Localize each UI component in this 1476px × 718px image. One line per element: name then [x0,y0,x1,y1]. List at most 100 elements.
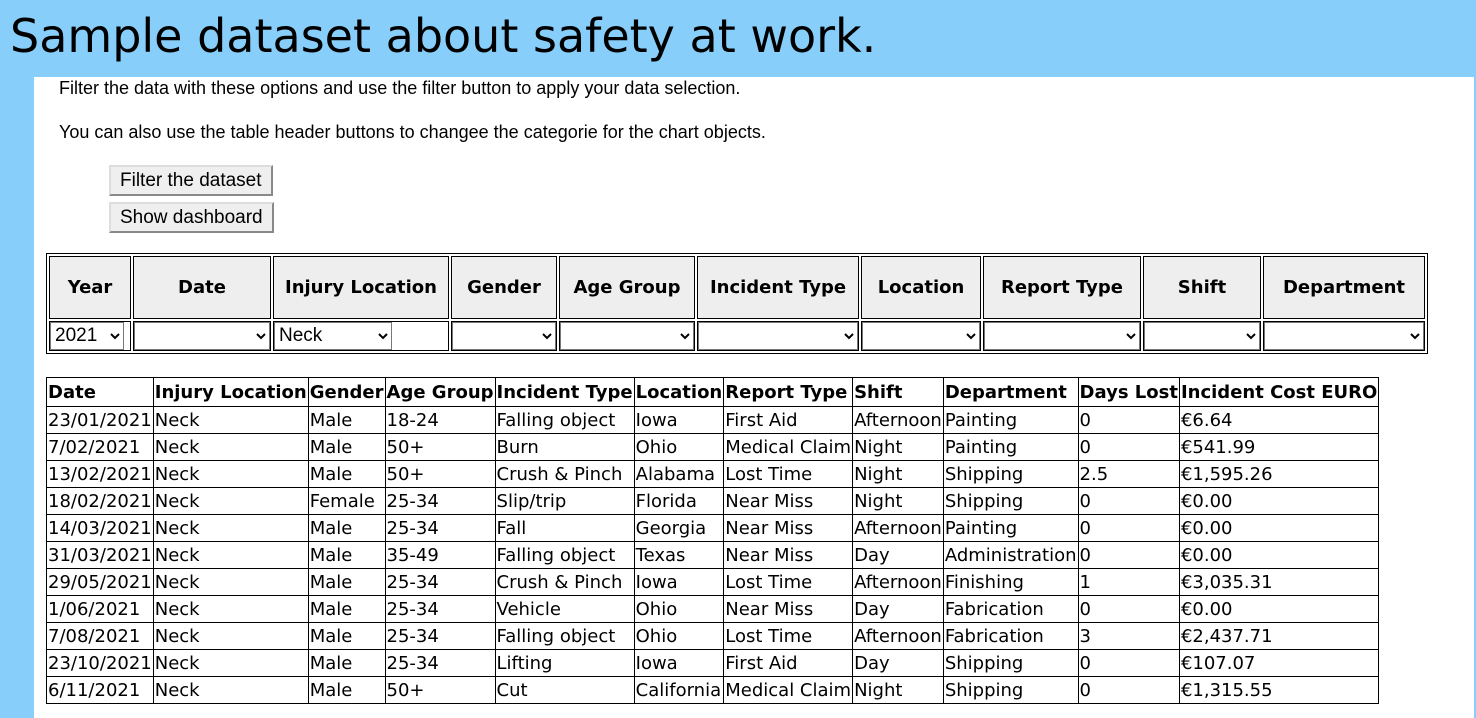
column-header-report-type: Report Type [723,377,854,407]
table-cell: Near Miss [723,514,854,542]
table-row: 13/02/2021 Neck Male 50+ Crush & Pinch Alabam… [46,460,1380,488]
intro-text-secondary: You can also use the table header button… [59,122,766,142]
table-cell: Day [852,595,944,623]
table-cell: Male [307,622,386,650]
table-row: 1/06/2021 Neck Male 25-34 Vehicle Ohio Near Mi… [46,595,1380,623]
table-cell: 0 [1077,649,1180,677]
column-header-injury-location: Injury Location [152,377,309,407]
filter-select-year[interactable]: 2021 [50,321,124,350]
table-cell: Florida [633,487,725,515]
filter-select-gender[interactable] [452,321,556,350]
table-cell: Shipping [942,460,1079,488]
table-cell: Ohio [633,622,725,650]
table-cell: Cut [494,676,635,704]
filter-header-age-group[interactable]: Age Group [559,256,695,319]
table-row: 29/05/2021 Neck Male 25-34 Crush & Pinch Iowa… [46,568,1380,596]
filter-header-year[interactable]: Year [49,256,131,319]
table-cell: Ohio [633,433,725,461]
table-cell: Male [307,460,386,488]
table-cell: Neck [152,460,309,488]
table-cell: Neck [152,406,309,434]
table-cell: Fabrication [942,595,1079,623]
table-cell: Medical Claim [723,433,854,461]
table-cell: Female [307,487,386,515]
column-header-incident-cost-euro: Incident Cost EURO [1178,377,1380,407]
table-cell: 7/02/2021 [46,433,154,461]
table-cell: Lifting [494,649,635,677]
table-cell: Iowa [633,649,725,677]
table-cell: 7/08/2021 [46,622,154,650]
table-cell: 25-34 [384,568,496,596]
table-row: 18/02/2021 Neck Female 25-34 Slip/trip Florid… [46,487,1380,515]
table-row: 6/11/2021 Neck Male 50+ Cut California Medical… [46,676,1380,704]
data-table: Date Injury Location Gender Age Group Incide… [46,377,1380,704]
table-cell: €0.00 [1178,514,1380,542]
table-cell: 0 [1077,433,1180,461]
table-cell: Near Miss [723,487,854,515]
table-cell: 0 [1077,514,1180,542]
table-cell: 50+ [384,676,496,704]
table-cell: €0.00 [1178,487,1380,515]
filter-table: Year Date Injury Location Gender Age Group In… [46,253,1428,354]
table-cell: Alabama [633,460,725,488]
column-header-shift: Shift [852,377,944,407]
table-cell: 3 [1077,622,1180,650]
filter-header-department[interactable]: Department [1263,256,1425,319]
filter-select-incident-type[interactable] [698,321,858,350]
filter-select-shift[interactable] [1144,321,1260,350]
filter-header-gender[interactable]: Gender [451,256,557,319]
filter-dataset-button[interactable]: Filter the dataset [109,165,273,196]
table-cell: Falling object [494,406,635,434]
table-cell: 0 [1077,487,1180,515]
filter-header-shift[interactable]: Shift [1143,256,1261,319]
filter-header-incident-type[interactable]: Incident Type [697,256,859,319]
filter-select-date[interactable] [134,321,270,350]
table-cell: Crush & Pinch [494,568,635,596]
table-cell: Vehicle [494,595,635,623]
table-cell: 31/03/2021 [46,541,154,569]
table-cell: First Aid [723,649,854,677]
filter-header-location[interactable]: Location [861,256,981,319]
table-cell: 1 [1077,568,1180,596]
table-cell: Shipping [942,487,1079,515]
table-cell: Falling object [494,541,635,569]
table-cell: First Aid [723,406,854,434]
filter-header-injury-location[interactable]: Injury Location [273,256,449,319]
filter-cell-age-group [559,320,695,351]
table-cell: Crush & Pinch [494,460,635,488]
filter-select-location[interactable] [862,321,980,350]
filter-header-report-type[interactable]: Report Type [983,256,1141,319]
table-cell: 0 [1077,676,1180,704]
table-cell: 23/01/2021 [46,406,154,434]
table-cell: Finishing [942,568,1079,596]
table-cell: €6.64 [1178,406,1380,434]
intro-text: Filter the data with these options and u… [59,78,741,98]
table-cell: 50+ [384,433,496,461]
table-cell: 25-34 [384,487,496,515]
table-cell: 29/05/2021 [46,568,154,596]
table-cell: Iowa [633,568,725,596]
filter-cell-location [861,320,981,351]
table-cell: Near Miss [723,541,854,569]
column-header-gender: Gender [307,377,386,407]
table-cell: Afternoon [852,514,944,542]
filter-select-injury-location[interactable]: Neck [274,321,392,350]
table-cell: Neck [152,433,309,461]
table-cell: Texas [633,541,725,569]
show-dashboard-button[interactable]: Show dashboard [109,202,274,233]
filter-header-date[interactable]: Date [133,256,271,319]
table-cell: €107.07 [1178,649,1380,677]
table-cell: Male [307,406,386,434]
table-cell: Lost Time [723,622,854,650]
table-cell: €1,595.26 [1178,460,1380,488]
filter-select-report-type[interactable] [984,321,1140,350]
table-cell: 0 [1077,541,1180,569]
table-cell: €0.00 [1178,541,1380,569]
table-cell: Neck [152,487,309,515]
table-cell: Slip/trip [494,487,635,515]
table-cell: 23/10/2021 [46,649,154,677]
table-cell: €1,315.55 [1178,676,1380,704]
filter-select-department[interactable] [1264,321,1424,350]
filter-select-age-group[interactable] [560,321,694,350]
table-cell: California [633,676,725,704]
